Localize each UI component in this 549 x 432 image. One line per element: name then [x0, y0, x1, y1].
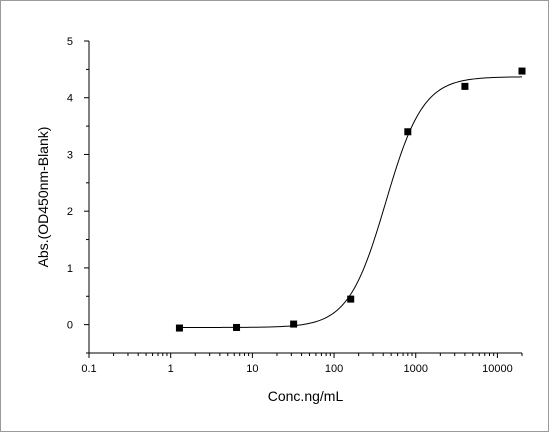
x-axis-title: Conc.ng/mL [268, 388, 344, 404]
y-tick-label: 0 [67, 320, 73, 332]
x-ticks: 0.1 1 10 100 1000 10000 [81, 353, 523, 375]
data-point [461, 82, 469, 90]
x-tick-label: 1000 [403, 363, 427, 375]
x-tick-label: 1 [168, 363, 174, 375]
y-tick-label: 1 [67, 263, 73, 275]
data-point [347, 295, 355, 303]
y-tick-label: 3 [67, 149, 73, 161]
x-tick-label: 0.1 [81, 363, 96, 375]
axes [88, 41, 522, 354]
data-point [290, 320, 298, 328]
y-ticks: 0 1 2 3 4 5 [67, 36, 89, 354]
fit-curve [179, 76, 523, 328]
y-tick-label: 5 [67, 36, 73, 48]
y-tick-label: 2 [67, 206, 73, 218]
y-axis-title: Abs.(OD450nm-Blank) [35, 127, 51, 268]
data-point [518, 67, 526, 75]
x-tick-label: 10 [246, 363, 258, 375]
x-tick-label: 100 [325, 363, 343, 375]
data-point [404, 128, 412, 136]
data-point [233, 323, 241, 331]
data-point [175, 324, 183, 332]
x-tick-label: 10000 [482, 363, 513, 375]
y-tick-label: 4 [67, 93, 73, 105]
data-points [175, 67, 526, 332]
